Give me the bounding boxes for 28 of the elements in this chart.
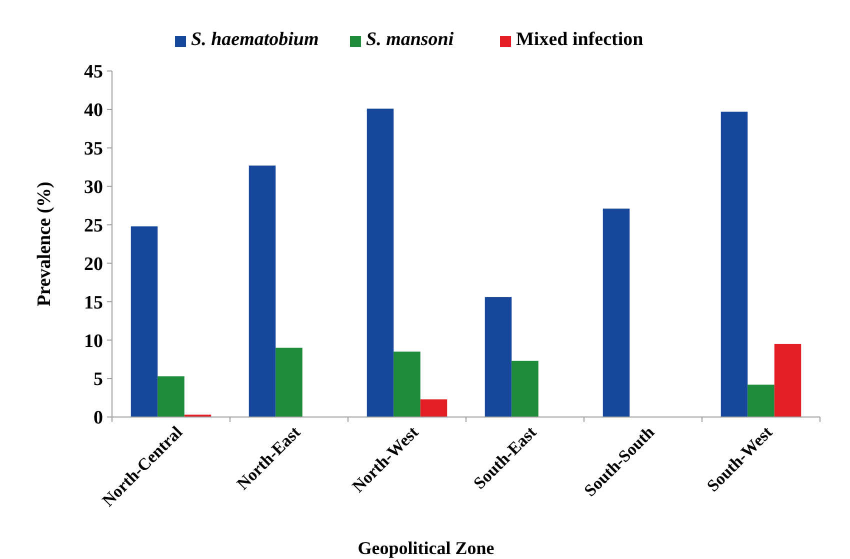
legend-label: S. mansoni	[366, 29, 454, 50]
y-tick-label: 25	[84, 215, 103, 236]
bar	[130, 226, 158, 417]
y-tick-label: 40	[84, 100, 103, 122]
y-tick-label: 0	[94, 408, 103, 429]
legend-label: S. haematobium	[191, 29, 319, 50]
y-tick-label: 5	[94, 369, 103, 390]
y-tick-label: 10	[84, 330, 103, 352]
y-tick-label: 35	[84, 138, 103, 160]
bar	[748, 384, 774, 417]
bar	[394, 352, 420, 417]
bar	[512, 360, 538, 417]
bar	[484, 297, 512, 417]
y-tick-label: 20	[84, 254, 103, 275]
x-axis-title: Geopolitical Zone	[358, 538, 494, 558]
legend-label: Mixed infection	[516, 29, 644, 50]
bar	[720, 112, 748, 417]
bar	[774, 344, 802, 417]
bar	[276, 348, 302, 417]
y-tick-label: 45	[84, 62, 103, 83]
bar	[602, 208, 630, 417]
y-tick-label: 30	[84, 176, 103, 198]
y-tick-label: 15	[84, 292, 103, 314]
bar	[248, 166, 276, 417]
bar	[366, 108, 394, 417]
y-axis-title: Prevalence (%)	[34, 182, 55, 306]
bar	[420, 399, 448, 417]
bar	[158, 376, 184, 417]
